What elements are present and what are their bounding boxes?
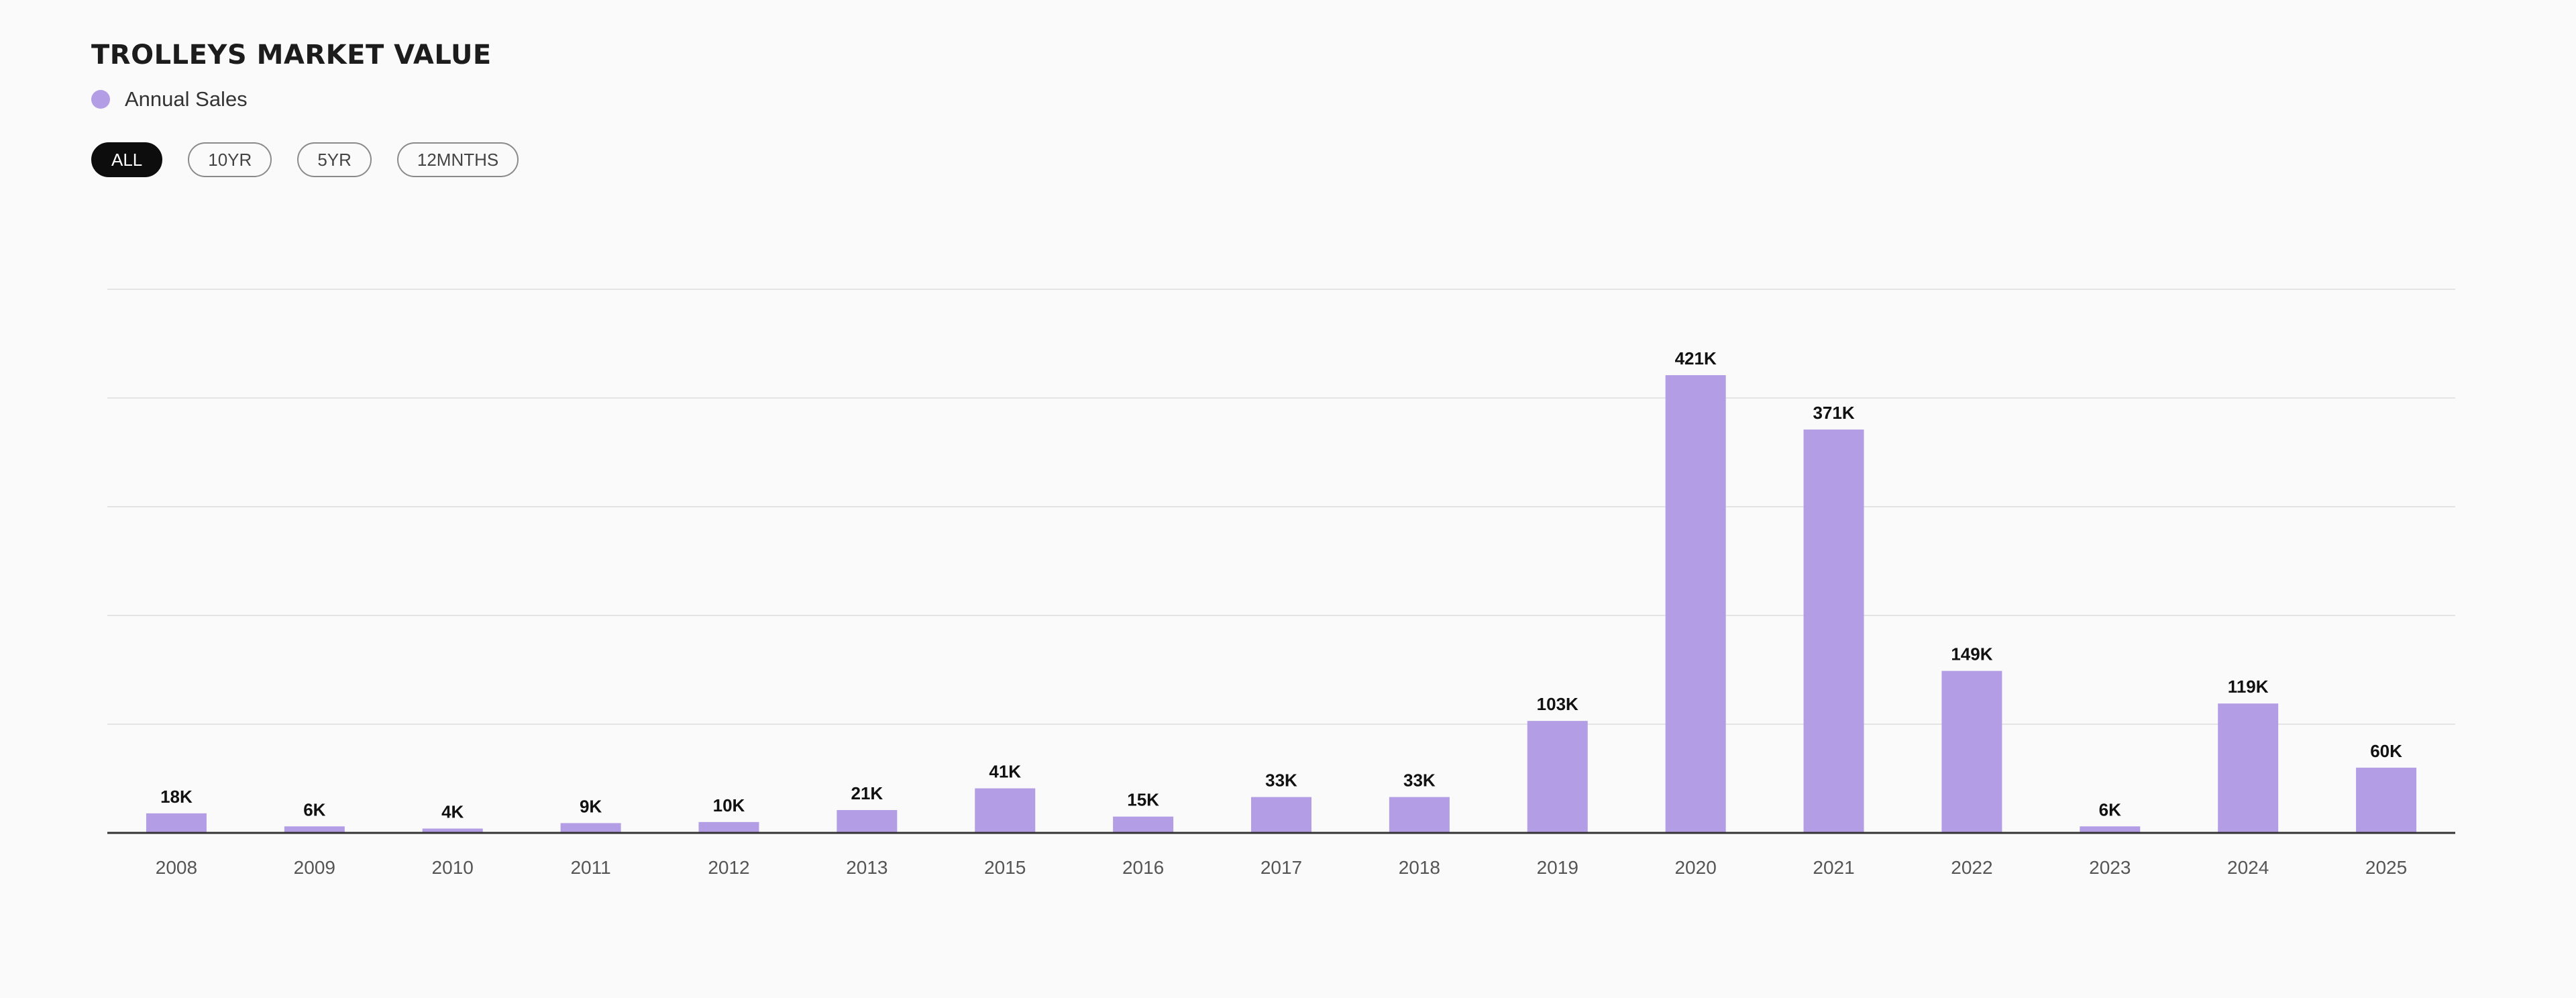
x-tick-label: 2020 (1674, 857, 1716, 878)
filter-all-button[interactable]: ALL (91, 142, 163, 177)
x-tick-label: 2018 (1399, 857, 1440, 878)
bar-2011[interactable] (560, 823, 621, 833)
bar-2020[interactable] (1665, 375, 1726, 833)
x-tick-label: 2024 (2227, 857, 2269, 878)
bar-2008[interactable] (146, 813, 207, 833)
bar-value-label: 149K (1951, 644, 1992, 664)
bar-2022[interactable] (1941, 670, 2002, 833)
bar-value-label: 21K (851, 783, 883, 803)
bar-value-label: 60K (2370, 741, 2402, 761)
bar-2021[interactable] (1803, 429, 1864, 833)
x-tick-label: 2013 (846, 857, 888, 878)
x-tick-label: 2012 (708, 857, 749, 878)
bar-value-label: 15K (1127, 790, 1159, 810)
gridlines (107, 289, 2455, 725)
time-range-filters: ALL 10YR 5YR 12MNTHS (91, 142, 544, 177)
chart-header: TROLLEYS MARKET VALUE Annual Sales ALL 1… (91, 35, 544, 177)
bar-2017[interactable] (1251, 797, 1311, 833)
x-tick-label: 2025 (2365, 857, 2407, 878)
x-tick-label: 2015 (984, 857, 1026, 878)
bar-value-label: 371K (1813, 403, 1854, 423)
x-tick-label: 2016 (1122, 857, 1164, 878)
bar-value-label: 9K (580, 796, 602, 816)
x-tick-label: 2019 (1537, 857, 1578, 878)
bar-value-label: 421K (1675, 348, 1717, 368)
filter-5yr-button[interactable]: 5YR (297, 142, 372, 177)
bar-2023[interactable] (2080, 826, 2141, 833)
bar-2009[interactable] (284, 826, 345, 833)
x-tick-label: 2009 (294, 857, 335, 878)
x-tick-label: 2022 (1951, 857, 1992, 878)
bar-value-label: 33K (1403, 770, 1436, 791)
x-tick-label: 2010 (432, 857, 474, 878)
bar-2010[interactable] (422, 828, 483, 833)
bar-value-label: 33K (1265, 770, 1297, 791)
bar-2015[interactable] (975, 788, 1036, 833)
page-title: TROLLEYS MARKET VALUE (91, 40, 492, 70)
legend-label: Annual Sales (125, 87, 248, 111)
x-tick-label: 2011 (570, 857, 610, 878)
x-tick-label: 2021 (1813, 857, 1854, 878)
bar-value-label: 18K (160, 787, 193, 807)
legend: Annual Sales (91, 85, 544, 114)
bars (146, 375, 2417, 833)
x-tick-label: 2017 (1260, 857, 1302, 878)
filter-12mnths-button[interactable]: 12MNTHS (396, 142, 519, 177)
bar-2013[interactable] (837, 809, 898, 833)
bar-value-labels: 18K 6K 4K 9K 10K 21K 41K 15K 33K 33K 103K 421K 371K 1… (160, 348, 2402, 822)
x-tick-label: 2023 (2089, 857, 2131, 878)
bar-2016[interactable] (1113, 816, 1174, 833)
x-tick-label: 2008 (156, 857, 197, 878)
bar-2025[interactable] (2356, 767, 2417, 833)
bar-2018[interactable] (1389, 797, 1450, 833)
legend-color-dot (91, 90, 110, 109)
bar-value-label: 6K (2099, 799, 2121, 819)
bar-value-label: 119K (2228, 677, 2269, 697)
bar-value-label: 10K (713, 795, 745, 815)
bar-value-label: 103K (1537, 694, 1578, 714)
bar-2012[interactable] (698, 821, 759, 833)
filter-10yr-button[interactable]: 10YR (188, 142, 272, 177)
bar-value-label: 6K (303, 799, 325, 819)
bar-value-label: 4K (441, 802, 464, 822)
bar-2024[interactable] (2218, 703, 2279, 833)
bar-2019[interactable] (1527, 721, 1588, 833)
bar-value-label: 41K (989, 762, 1021, 782)
x-axis-tick-labels: 2008 2009 2010 2011 2012 2013 2015 2016 2017 2018… (156, 857, 2407, 878)
